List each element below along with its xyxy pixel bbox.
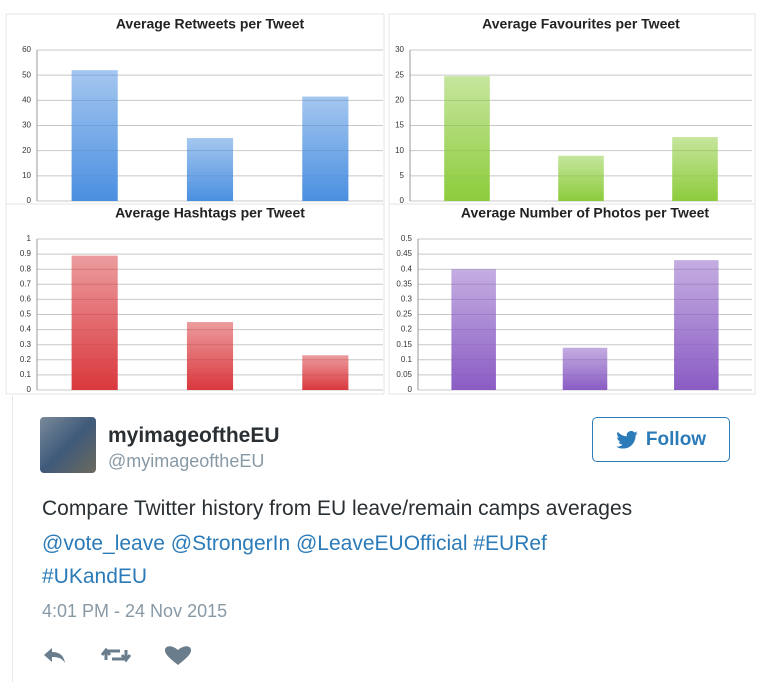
y-tick-label: 10 xyxy=(22,171,31,180)
bar xyxy=(71,70,118,201)
y-tick-label: 25 xyxy=(395,70,404,79)
y-tick-label: 5 xyxy=(400,171,405,180)
y-tick-label: 0.4 xyxy=(401,264,413,273)
y-tick-label: 0.1 xyxy=(401,355,413,364)
mention[interactable]: @vote_leave xyxy=(42,532,165,555)
y-tick-label: 40 xyxy=(22,95,31,104)
chart-title: Average Favourites per Tweet xyxy=(482,16,680,32)
tweet-text: Compare Twitter history from EU leave/re… xyxy=(42,497,633,520)
mention[interactable]: @LeaveEUOfficial xyxy=(295,532,468,555)
bar xyxy=(186,322,234,390)
chart-panel: Average Hashtags per Tweet 0 0.1 0.2 0.3 0.4 0… xyxy=(5,203,385,395)
tweet-links: @vote_leave @StrongerIn @LeaveEUOfficial… xyxy=(42,532,547,556)
bar xyxy=(186,138,234,201)
y-tick-label: 20 xyxy=(395,95,404,104)
bar xyxy=(444,76,490,201)
charts: Average Retweets per Tweet0102030405060A… xyxy=(5,13,756,395)
y-tick-label: 0.6 xyxy=(20,295,32,304)
bar xyxy=(71,255,118,390)
y-tick-label: 0 xyxy=(408,385,413,394)
y-tick-label: 0.25 xyxy=(396,310,412,319)
follow-label: Follow xyxy=(645,428,707,450)
chart-panel: Average Favourites per Tweet 0 5 10 15 20 25 30 xyxy=(388,13,756,205)
y-tick-label: 0.5 xyxy=(401,234,413,243)
y-tick-label: 30 xyxy=(22,121,31,130)
bar xyxy=(302,96,349,201)
y-tick-label: 0.45 xyxy=(396,249,412,258)
bar xyxy=(558,155,604,201)
y-tick-label: 0.5 xyxy=(20,310,32,319)
chart-title: Average Retweets per Tweet xyxy=(116,16,305,32)
bar xyxy=(674,260,719,390)
y-tick-label: 0 xyxy=(400,196,405,205)
y-tick-label: 0.2 xyxy=(401,325,413,334)
y-tick-label: 0.7 xyxy=(20,279,32,288)
y-tick-label: 1 xyxy=(27,234,32,243)
user-handle[interactable]: @myimageoftheEU xyxy=(108,451,265,471)
chart-title: Average Hashtags per Tweet xyxy=(115,205,305,221)
y-tick-label: 50 xyxy=(22,70,31,79)
avatar[interactable] xyxy=(40,417,96,473)
y-tick-label: 20 xyxy=(22,146,31,155)
bar xyxy=(451,269,496,390)
chart-panel: Average Number of Photos per Tweet 0 0.05 0… xyxy=(388,203,756,395)
tweet-actions xyxy=(44,646,191,665)
y-tick-label: 0.3 xyxy=(20,340,32,349)
bar xyxy=(562,347,608,390)
retweet-icon[interactable] xyxy=(100,647,132,663)
y-tick-label: 0.35 xyxy=(396,279,412,288)
y-tick-label: 0.8 xyxy=(20,264,32,273)
y-tick-label: 10 xyxy=(395,146,404,155)
mention[interactable]: @StrongerIn xyxy=(170,532,291,555)
like-icon[interactable] xyxy=(165,646,191,665)
y-tick-label: 60 xyxy=(22,45,31,54)
y-tick-label: 0.15 xyxy=(396,340,412,349)
y-tick-label: 0.05 xyxy=(396,370,412,379)
y-tick-label: 0 xyxy=(27,196,32,205)
y-tick-label: 15 xyxy=(395,121,404,130)
hashtag[interactable]: #UKandEU xyxy=(42,565,148,588)
chart-title: Average Number of Photos per Tweet xyxy=(461,205,709,221)
timestamp[interactable]: 4:01 PM - 24 Nov 2015 xyxy=(42,601,228,621)
card-border xyxy=(12,396,13,682)
y-tick-label: 0.2 xyxy=(20,355,32,364)
reply-icon[interactable] xyxy=(44,648,65,663)
bar xyxy=(672,137,718,201)
y-tick-label: 0 xyxy=(27,385,32,394)
bird-icon xyxy=(616,430,638,449)
follow-button[interactable]: Follow xyxy=(592,417,730,462)
y-tick-label: 0.9 xyxy=(20,249,32,258)
bar xyxy=(302,355,349,390)
hashtag[interactable]: #EURef xyxy=(473,532,547,555)
chart-panel: Average Retweets per Tweet 0 10 20 30 40 50 60 xyxy=(5,13,385,205)
y-tick-label: 0.1 xyxy=(20,370,32,379)
y-tick-label: 30 xyxy=(395,45,404,54)
user-name[interactable]: myimageoftheEU xyxy=(108,424,280,447)
y-tick-label: 0.4 xyxy=(20,325,32,334)
y-tick-label: 0.3 xyxy=(401,295,413,304)
